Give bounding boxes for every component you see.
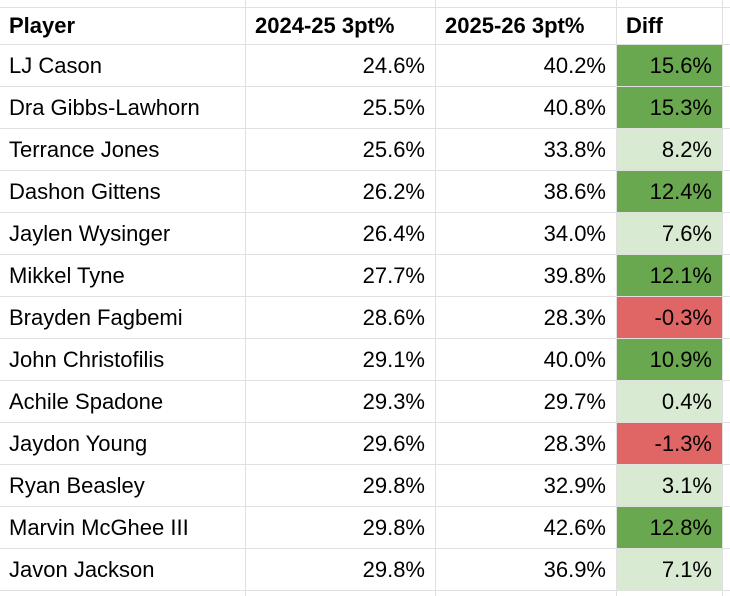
partial-row-top — [0, 0, 730, 8]
partial-cell — [246, 0, 436, 8]
player-cell[interactable]: Javon Jackson — [0, 549, 246, 591]
header-2025-26-3pt[interactable]: 2025-26 3pt% — [436, 8, 617, 45]
prev-season-pct-cell[interactable]: 24.6% — [246, 45, 436, 87]
diff-cell[interactable]: 12.4% — [617, 171, 723, 213]
player-cell[interactable]: Jaylen Wysinger — [0, 213, 246, 255]
partial-cell — [723, 87, 730, 129]
prev-season-pct-cell[interactable]: 26.4% — [246, 213, 436, 255]
diff-cell[interactable]: -1.3% — [617, 423, 723, 465]
prev-season-pct-cell[interactable]: 29.3% — [246, 381, 436, 423]
partial-cell — [617, 0, 723, 8]
diff-cell[interactable]: -0.3% — [617, 297, 723, 339]
player-cell[interactable]: Dashon Gittens — [0, 171, 246, 213]
prev-season-pct-cell[interactable]: 29.8% — [246, 507, 436, 549]
table-row: Jaylen Wysinger 26.4% 34.0% 7.6% — [0, 213, 730, 255]
partial-cell — [723, 213, 730, 255]
curr-season-pct-cell[interactable]: 28.3% — [436, 423, 617, 465]
diff-cell[interactable]: 12.1% — [617, 255, 723, 297]
partial-cell — [723, 45, 730, 87]
header-diff[interactable]: Diff — [617, 8, 723, 45]
curr-season-pct-cell[interactable]: 40.2% — [436, 45, 617, 87]
header-row: Player 2024-25 3pt% 2025-26 3pt% Diff — [0, 8, 730, 45]
curr-season-pct-cell[interactable]: 28.3% — [436, 297, 617, 339]
player-cell[interactable]: Brayden Fagbemi — [0, 297, 246, 339]
diff-cell[interactable]: 3.1% — [617, 465, 723, 507]
prev-season-pct-cell[interactable]: 28.6% — [246, 297, 436, 339]
curr-season-pct-cell[interactable]: 40.0% — [436, 339, 617, 381]
prev-season-pct-cell[interactable]: 29.8% — [246, 465, 436, 507]
player-cell[interactable]: Achile Spadone — [0, 381, 246, 423]
player-cell[interactable]: Jaydon Young — [0, 423, 246, 465]
partial-cell — [723, 255, 730, 297]
partial-cell — [723, 297, 730, 339]
table-row: Marvin McGhee III 29.8% 42.6% 12.8% — [0, 507, 730, 549]
player-cell[interactable]: Marvin McGhee III — [0, 507, 246, 549]
player-cell[interactable]: Dra Gibbs-Lawhorn — [0, 87, 246, 129]
partial-row-bottom — [0, 591, 730, 596]
player-cell[interactable]: Mikkel Tyne — [0, 255, 246, 297]
prev-season-pct-cell[interactable]: 27.7% — [246, 255, 436, 297]
prev-season-pct-cell[interactable]: 26.2% — [246, 171, 436, 213]
player-cell[interactable]: LJ Cason — [0, 45, 246, 87]
partial-cell — [617, 591, 723, 596]
curr-season-pct-cell[interactable]: 38.6% — [436, 171, 617, 213]
table-row: LJ Cason 24.6% 40.2% 15.6% — [0, 45, 730, 87]
partial-cell — [0, 591, 246, 596]
player-cell[interactable]: Terrance Jones — [0, 129, 246, 171]
partial-cell — [723, 465, 730, 507]
table-row: Dashon Gittens 26.2% 38.6% 12.4% — [0, 171, 730, 213]
curr-season-pct-cell[interactable]: 40.8% — [436, 87, 617, 129]
table-row: Javon Jackson 29.8% 36.9% 7.1% — [0, 549, 730, 591]
table-row: Mikkel Tyne 27.7% 39.8% 12.1% — [0, 255, 730, 297]
table-row: Brayden Fagbemi 28.6% 28.3% -0.3% — [0, 297, 730, 339]
curr-season-pct-cell[interactable]: 36.9% — [436, 549, 617, 591]
partial-cell — [723, 129, 730, 171]
partial-cell — [723, 423, 730, 465]
partial-cell — [436, 591, 617, 596]
prev-season-pct-cell[interactable]: 25.6% — [246, 129, 436, 171]
curr-season-pct-cell[interactable]: 34.0% — [436, 213, 617, 255]
player-cell[interactable]: John Christofilis — [0, 339, 246, 381]
prev-season-pct-cell[interactable]: 29.1% — [246, 339, 436, 381]
partial-cell — [723, 591, 730, 596]
curr-season-pct-cell[interactable]: 39.8% — [436, 255, 617, 297]
diff-cell[interactable]: 15.3% — [617, 87, 723, 129]
partial-cell — [723, 507, 730, 549]
player-cell[interactable]: Ryan Beasley — [0, 465, 246, 507]
header-2024-25-3pt[interactable]: 2024-25 3pt% — [246, 8, 436, 45]
table-row: Ryan Beasley 29.8% 32.9% 3.1% — [0, 465, 730, 507]
prev-season-pct-cell[interactable]: 29.8% — [246, 549, 436, 591]
header-player[interactable]: Player — [0, 8, 246, 45]
partial-cell — [0, 0, 246, 8]
prev-season-pct-cell[interactable]: 29.6% — [246, 423, 436, 465]
diff-cell[interactable]: 7.1% — [617, 549, 723, 591]
diff-cell[interactable]: 10.9% — [617, 339, 723, 381]
diff-cell[interactable]: 7.6% — [617, 213, 723, 255]
curr-season-pct-cell[interactable]: 42.6% — [436, 507, 617, 549]
curr-season-pct-cell[interactable]: 29.7% — [436, 381, 617, 423]
table-row: Terrance Jones 25.6% 33.8% 8.2% — [0, 129, 730, 171]
diff-cell[interactable]: 8.2% — [617, 129, 723, 171]
table-row: Jaydon Young 29.6% 28.3% -1.3% — [0, 423, 730, 465]
diff-cell[interactable]: 12.8% — [617, 507, 723, 549]
partial-cell — [723, 8, 730, 45]
table-body: LJ Cason 24.6% 40.2% 15.6% Dra Gibbs-Lawhorn… — [0, 45, 730, 591]
partial-cell — [723, 381, 730, 423]
diff-cell[interactable]: 15.6% — [617, 45, 723, 87]
diff-cell[interactable]: 0.4% — [617, 381, 723, 423]
partial-cell — [436, 0, 617, 8]
curr-season-pct-cell[interactable]: 33.8% — [436, 129, 617, 171]
table-row: John Christofilis 29.1% 40.0% 10.9% — [0, 339, 730, 381]
partial-cell — [723, 171, 730, 213]
curr-season-pct-cell[interactable]: 32.9% — [436, 465, 617, 507]
partial-cell — [723, 0, 730, 8]
table-row: Achile Spadone 29.3% 29.7% 0.4% — [0, 381, 730, 423]
partial-cell — [723, 339, 730, 381]
table-row: Dra Gibbs-Lawhorn 25.5% 40.8% 15.3% — [0, 87, 730, 129]
partial-cell — [246, 591, 436, 596]
prev-season-pct-cell[interactable]: 25.5% — [246, 87, 436, 129]
partial-cell — [723, 549, 730, 591]
